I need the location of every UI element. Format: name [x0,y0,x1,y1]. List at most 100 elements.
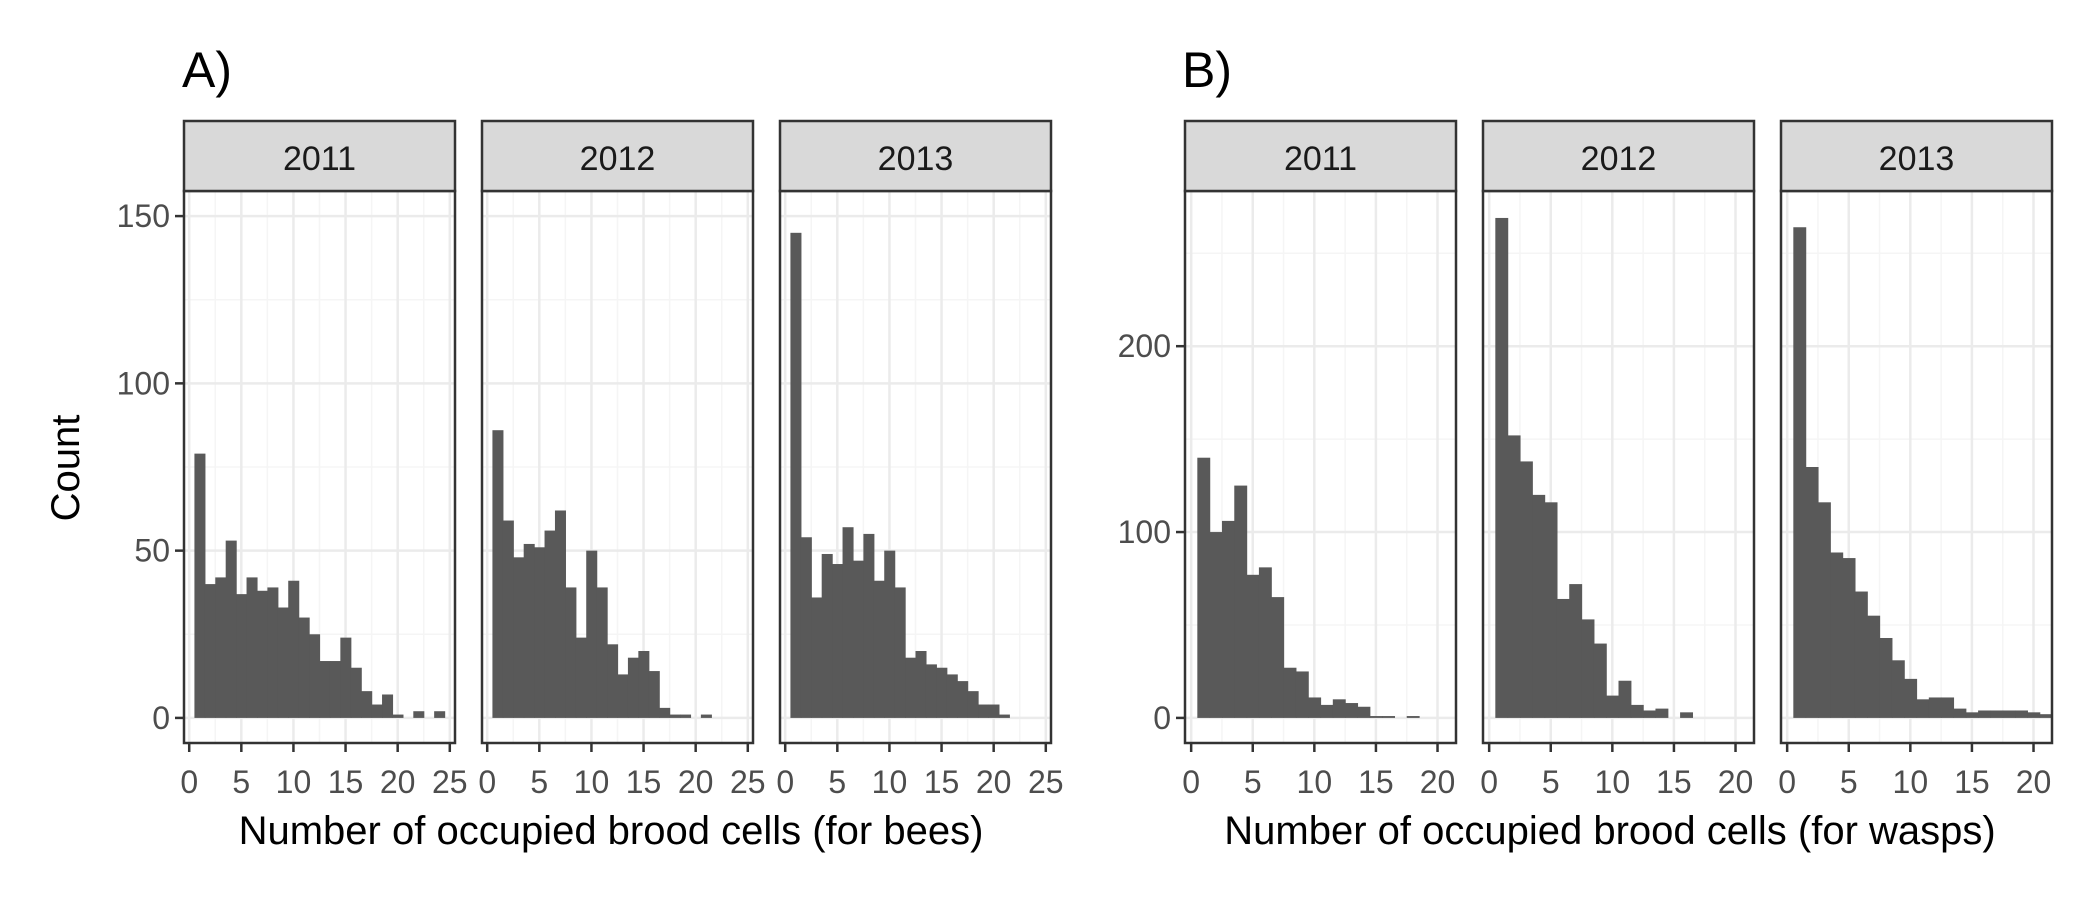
y-tick-label: 150 [117,198,170,234]
x-tick-label: 20 [976,764,1012,800]
histogram-bar-2013-bin-12 [905,657,917,718]
histogram-bar-2011-bin-16 [350,667,362,718]
histogram-bar-2013-bin-9 [1891,660,1905,718]
histogram-bar-2013-bin-11 [1916,699,1930,718]
facet-panel: 2013 0 5 10 15 20 25 [776,119,1064,800]
histogram-bar-2013-bin-15 [1965,712,1979,718]
histogram-bar-2011-bin-15 [1369,716,1383,718]
histogram-bar-2013-bin-20 [2027,712,2041,718]
histogram-bar-2012-bin-7 [554,510,566,718]
histogram-bar-2012-bin-3 [1519,461,1533,718]
x-tick-label: 5 [828,764,846,800]
x-tick-label: 10 [574,764,610,800]
histogram-bar-2013-bin-6 [1854,591,1868,718]
x-tick-label: 15 [924,764,960,800]
histogram-bar-2011-bin-7 [1271,597,1285,718]
facet-strip [1779,119,2054,193]
x-tick-label: 15 [626,764,662,800]
histogram-bar-2011-bin-15 [340,637,352,718]
facet-strip [182,119,457,193]
x-tick-label: 20 [1718,764,1754,800]
histogram-bar-2013-bin-4 [821,553,833,718]
histogram-bar-2011-bin-1 [194,453,206,718]
histogram-bar-2013-bin-8 [863,533,875,718]
x-tick-label: 20 [380,764,416,800]
histogram-bar-2013-bin-10 [1904,678,1918,718]
histogram-bar-2011-bin-8 [1283,667,1297,718]
histogram-bar-2011-bin-19 [382,694,394,718]
histogram-bar-2013-bin-17 [1990,710,2004,718]
facet-strip [1481,119,1756,193]
histogram-bar-2013-bin-6 [842,527,854,718]
histogram-bar-2011-bin-12 [1332,699,1346,718]
x-tick-label: 0 [180,764,198,800]
histogram-bar-2012-bin-14 [627,657,639,718]
panel-tag-a: A) [182,42,232,98]
histogram-bar-2012-bin-21 [700,714,712,718]
histogram-bar-2011-bin-13 [319,661,331,718]
facet-panel: 2012 0 5 10 15 20 25 [478,119,766,800]
histogram-bar-2011-bin-20 [392,714,404,718]
histogram-bar-2013-bin-2 [800,537,812,718]
histogram-bar-2011-bin-4 [1234,485,1248,718]
y-tick-label: 0 [152,700,170,736]
histogram-bar-2013-bin-19 [2015,710,2028,718]
histogram-bar-2013-bin-2 [1805,467,1819,718]
histogram-bar-2011-bin-2 [204,584,216,718]
histogram-bar-2011-bin-6 [246,577,258,718]
histogram-bar-2013-bin-7 [1867,615,1881,718]
histogram-bar-2011-bin-7 [256,590,268,718]
facet-strip-label: 2012 [580,140,656,178]
histogram-bar-2011-bin-12 [309,634,321,718]
x-tick-label: 10 [1297,764,1333,800]
x-tick-label: 10 [872,764,908,800]
histogram-bar-2012-bin-1 [492,430,504,718]
histogram-bar-2012-bin-6 [544,530,556,718]
histogram-bar-2011-bin-11 [1320,704,1334,718]
y-tick-label: 50 [134,533,170,569]
histogram-bar-2012-bin-12 [1630,704,1644,718]
histogram-bar-2011-bin-4 [225,540,237,718]
histogram-bar-2012-bin-9 [1593,643,1607,718]
x-tick-label: 10 [1893,764,1929,800]
histogram-bar-2012-bin-2 [502,520,514,718]
histogram-bar-2013-bin-15 [936,667,948,718]
facet-panel: 2012 0 5 10 15 20 [1480,119,1756,800]
histogram-bar-2012-bin-11 [596,587,608,718]
histogram-bar-2013-bin-5 [1842,558,1856,718]
histogram-bar-2013-bin-17 [957,681,969,718]
histogram-bar-2013-bin-7 [852,560,864,718]
x-tick-label: 5 [232,764,250,800]
histogram-bar-2013-bin-20 [988,704,1000,718]
histogram-bar-2013-bin-8 [1879,637,1893,718]
histogram-bar-2012-bin-1 [1495,217,1509,718]
histogram-bar-2011-bin-8 [267,587,279,718]
histogram-bar-2013-bin-1 [790,232,802,718]
x-tick-label: 10 [276,764,312,800]
histogram-bar-2011-bin-22 [413,711,425,718]
histogram-bar-2011-bin-9 [277,607,289,718]
facet-strip [1183,119,1458,193]
x-tick-label: 10 [1595,764,1631,800]
histogram-bar-2012-bin-8 [1581,619,1595,718]
histogram-bar-2012-bin-6 [1556,598,1570,718]
x-axis-title-b: Number of occupied brood cells (for wasp… [1224,809,1995,853]
y-tick-label: 100 [1118,514,1171,550]
x-tick-label: 5 [1244,764,1262,800]
x-tick-label: 15 [1358,764,1394,800]
facet-strip-label: 2013 [1879,140,1955,178]
histogram-bar-2012-bin-4 [1532,494,1546,718]
y-axis-title-a: Count [44,415,88,522]
histogram-bar-2013-bin-21 [998,714,1010,718]
histogram-bar-2012-bin-4 [523,543,535,718]
x-tick-label: 25 [432,764,468,800]
x-tick-label: 15 [1954,764,1990,800]
histogram-bar-2013-bin-3 [811,597,823,718]
facet-strip-label: 2011 [283,140,356,178]
histogram-bar-2013-bin-18 [967,691,979,718]
histogram-bar-2013-bin-11 [894,587,906,718]
